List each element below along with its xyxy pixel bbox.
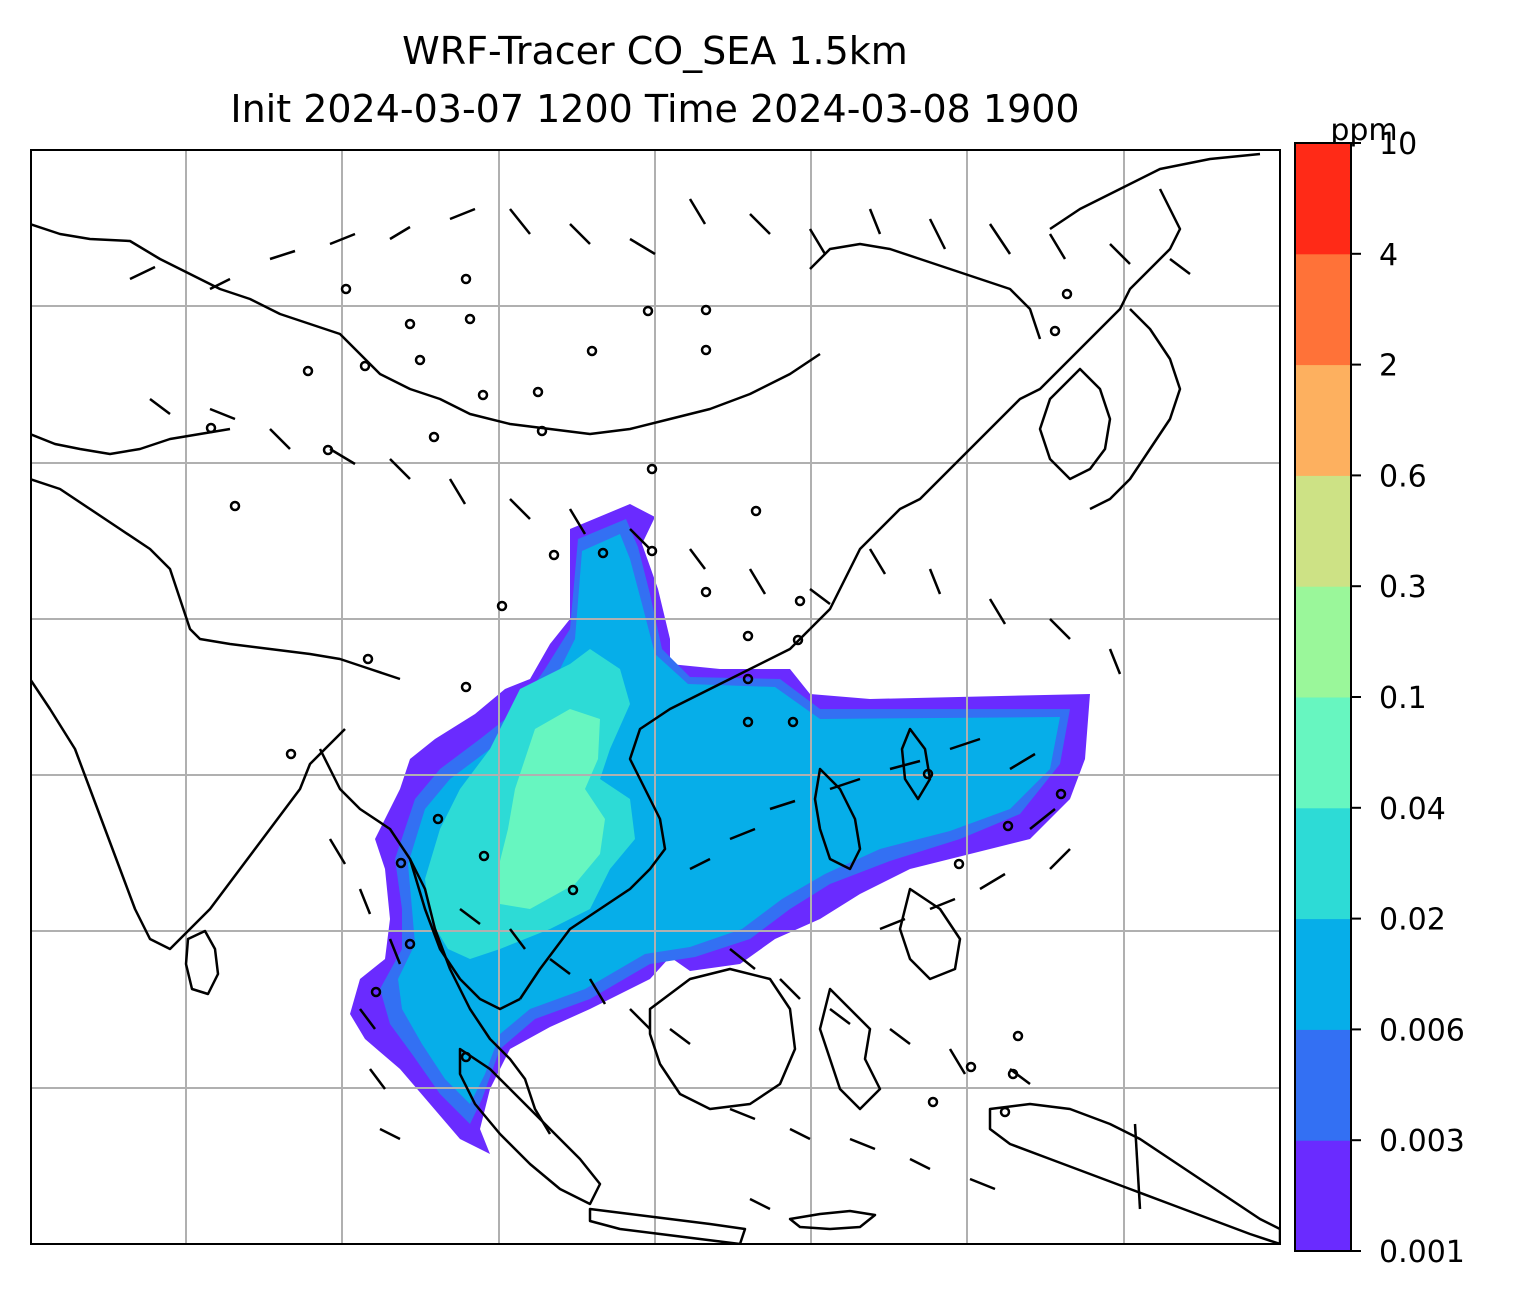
colorbar-tick-label: 0.04 (1379, 792, 1446, 827)
map-title-line2: Init 2024-03-07 1200 Time 2024-03-08 190… (230, 87, 1080, 131)
colorbar-swatch (1295, 1140, 1351, 1252)
himalaya-border (30, 222, 821, 436)
colorbar-swatch (1295, 807, 1351, 920)
philippines-mindanao (898, 887, 962, 981)
colorbar-tick-label: 0.1 (1379, 681, 1427, 716)
colorbar-tick-label: 0.6 (1379, 459, 1427, 494)
philippines-luzon (813, 767, 862, 871)
korea (1038, 367, 1112, 481)
colorbar-tick-label: 0.02 (1379, 903, 1446, 938)
map-panel (30, 149, 1281, 1245)
map-title-line1: WRF-Tracer CO_SEA 1.5km (402, 29, 908, 73)
colorbar-tick-label: 4 (1379, 238, 1398, 273)
colorbar-tick-label: 2 (1379, 349, 1398, 384)
tracer-plume (350, 504, 1090, 1154)
map-frame (30, 149, 1281, 1245)
colorbar-swatch (1295, 697, 1351, 809)
sumatra (458, 1047, 602, 1206)
pakistan-border (30, 477, 401, 681)
colorbar-swatch (1295, 918, 1351, 1030)
colorbar-swatch (1295, 1029, 1351, 1141)
colorbar-swatch (1295, 143, 1351, 255)
colorbar-tick-label: 0.006 (1379, 1013, 1465, 1048)
myanmar-coast (318, 748, 521, 1011)
colorbar-ticks: 0.001 0.003 0.006 0.02 0.04 0.1 0.3 0.6 2 4 10 (1351, 127, 1465, 1270)
colorbar-tick-label: 0.001 (1379, 1235, 1465, 1270)
colorbar-tick-label: 0.3 (1379, 570, 1427, 605)
india-coast (30, 678, 346, 951)
colorbar-swatch (1295, 475, 1351, 587)
colorbar-swatch (1295, 586, 1351, 698)
indochina-coast (518, 628, 811, 1000)
timor (788, 1209, 877, 1231)
central-asia-border (30, 427, 231, 456)
sulawesi (818, 987, 882, 1111)
taiwan (900, 727, 932, 801)
wind-barbs (129, 198, 1191, 1211)
java (588, 1207, 747, 1244)
japan (1089, 308, 1182, 511)
china-coast (809, 188, 1182, 630)
borneo (648, 967, 797, 1111)
mongolia-border (809, 242, 1042, 340)
sri-lanka (184, 929, 220, 996)
papua-border (1133, 1123, 1142, 1210)
plume-level-5 (498, 709, 605, 909)
colorbar-swatch (1295, 364, 1351, 476)
coastlines-borders (30, 152, 1280, 1244)
russia-border (1049, 152, 1261, 231)
calm-wind-markers (205, 273, 1073, 1118)
colorbar-tick-label: 10 (1379, 127, 1417, 162)
colorbar-swatch (1295, 253, 1351, 366)
colorbar-swatches (1295, 143, 1351, 1252)
malay-peninsula (408, 858, 552, 1135)
map-gridlines (30, 149, 1280, 1244)
colorbar-tick-label: 0.003 (1379, 1124, 1465, 1159)
new-guinea (988, 1102, 1280, 1244)
